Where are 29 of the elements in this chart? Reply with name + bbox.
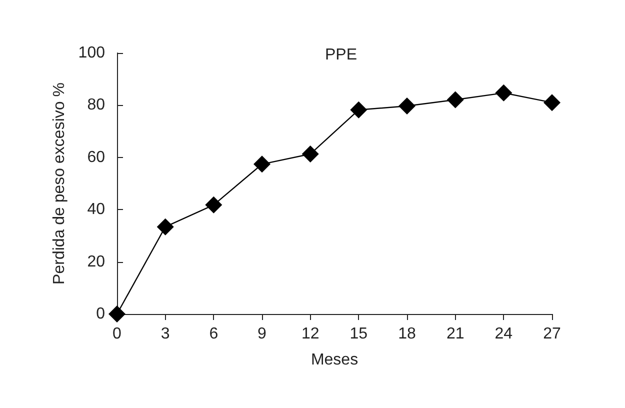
x-tick-label: 18 <box>398 326 416 342</box>
x-tick-label: 27 <box>543 326 561 342</box>
point <box>398 97 416 114</box>
chart-title: PPE <box>324 46 358 64</box>
x-tick-label: 6 <box>209 326 218 342</box>
x-tick-label: 15 <box>350 326 368 342</box>
x-tick-label: 3 <box>160 326 170 342</box>
y-axis-title: Perdida de peso excesivo % <box>50 82 68 284</box>
point <box>205 196 222 214</box>
x-tick-label: 24 <box>494 326 513 342</box>
point <box>544 94 560 112</box>
y-tick-label: 100 <box>78 44 106 62</box>
y-tick-label: 80 <box>87 96 106 114</box>
y-tick-label: 20 <box>87 253 106 270</box>
x-tick-label: 9 <box>258 326 267 342</box>
y-tick-label: 0 <box>96 306 106 322</box>
x-tick-label: 0 <box>112 326 122 342</box>
y-tick-label: 40 <box>87 201 106 218</box>
point <box>254 156 270 173</box>
point <box>495 84 512 102</box>
x-axis-title: Meses <box>310 352 358 368</box>
y-tick-label: 60 <box>87 148 106 166</box>
point <box>108 306 126 322</box>
point <box>302 146 319 163</box>
x-tick-label: 12 <box>301 326 320 342</box>
x-tick-label: 21 <box>446 326 464 342</box>
point <box>156 218 174 236</box>
point <box>350 101 368 118</box>
point <box>446 91 464 108</box>
